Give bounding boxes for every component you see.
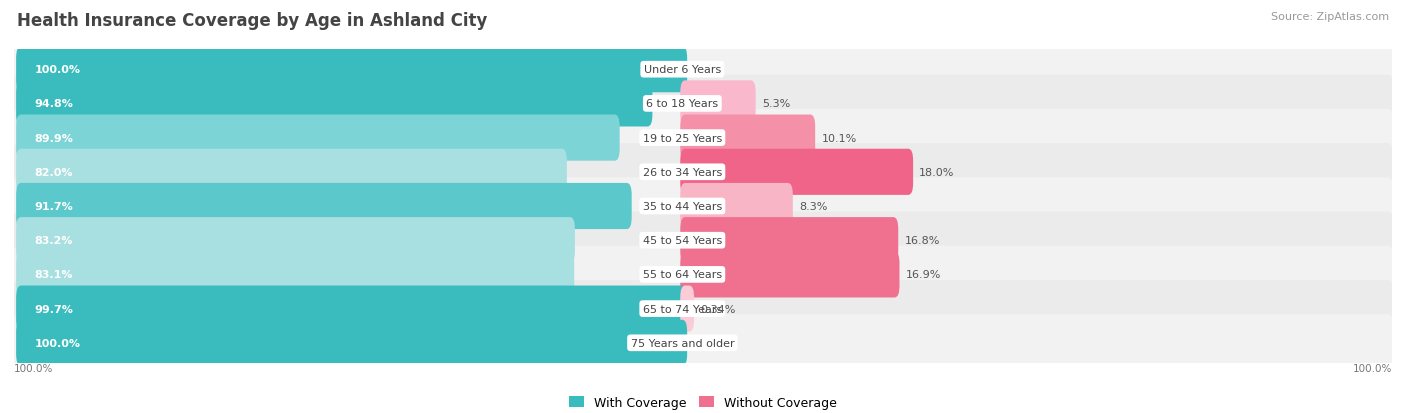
FancyBboxPatch shape [15,115,620,161]
Text: 100.0%: 100.0% [1353,363,1392,373]
FancyBboxPatch shape [13,76,1393,133]
FancyBboxPatch shape [13,280,1393,337]
Text: 89.9%: 89.9% [35,133,73,143]
FancyBboxPatch shape [13,212,1393,269]
Text: 8.3%: 8.3% [799,202,827,211]
FancyBboxPatch shape [13,246,1393,304]
Text: 18.0%: 18.0% [920,167,955,177]
Text: 26 to 34 Years: 26 to 34 Years [643,167,721,177]
FancyBboxPatch shape [13,314,1393,372]
Text: 100.0%: 100.0% [35,65,80,75]
FancyBboxPatch shape [13,109,1393,167]
FancyBboxPatch shape [15,286,685,332]
FancyBboxPatch shape [681,183,793,230]
FancyBboxPatch shape [13,178,1393,235]
Text: 100.0%: 100.0% [35,338,80,348]
Text: 83.2%: 83.2% [35,236,73,246]
Text: Source: ZipAtlas.com: Source: ZipAtlas.com [1271,12,1389,22]
Text: 99.7%: 99.7% [35,304,73,314]
FancyBboxPatch shape [15,81,652,127]
FancyBboxPatch shape [13,41,1393,99]
FancyBboxPatch shape [15,252,574,298]
Text: 45 to 54 Years: 45 to 54 Years [643,236,721,246]
Text: 5.3%: 5.3% [762,99,790,109]
Text: 19 to 25 Years: 19 to 25 Years [643,133,721,143]
FancyBboxPatch shape [15,183,631,230]
FancyBboxPatch shape [681,150,912,195]
FancyBboxPatch shape [681,218,898,263]
FancyBboxPatch shape [15,150,567,195]
FancyBboxPatch shape [13,144,1393,201]
Text: 83.1%: 83.1% [35,270,73,280]
FancyBboxPatch shape [681,115,815,161]
Legend: With Coverage, Without Coverage: With Coverage, Without Coverage [564,391,842,413]
Text: 16.9%: 16.9% [905,270,941,280]
FancyBboxPatch shape [15,320,688,366]
Text: 0.34%: 0.34% [700,304,735,314]
FancyBboxPatch shape [681,81,755,127]
FancyBboxPatch shape [15,47,688,93]
Text: 35 to 44 Years: 35 to 44 Years [643,202,721,211]
Text: Health Insurance Coverage by Age in Ashland City: Health Insurance Coverage by Age in Ashl… [17,12,488,30]
Text: 6 to 18 Years: 6 to 18 Years [647,99,718,109]
Text: 16.8%: 16.8% [904,236,939,246]
FancyBboxPatch shape [681,286,695,332]
Text: 55 to 64 Years: 55 to 64 Years [643,270,721,280]
Text: 65 to 74 Years: 65 to 74 Years [643,304,721,314]
Text: 100.0%: 100.0% [14,363,53,373]
FancyBboxPatch shape [15,218,575,263]
Text: 10.1%: 10.1% [821,133,856,143]
Text: 94.8%: 94.8% [35,99,73,109]
Text: 82.0%: 82.0% [35,167,73,177]
Text: 91.7%: 91.7% [35,202,73,211]
Text: 75 Years and older: 75 Years and older [630,338,734,348]
FancyBboxPatch shape [681,252,900,298]
Text: Under 6 Years: Under 6 Years [644,65,721,75]
